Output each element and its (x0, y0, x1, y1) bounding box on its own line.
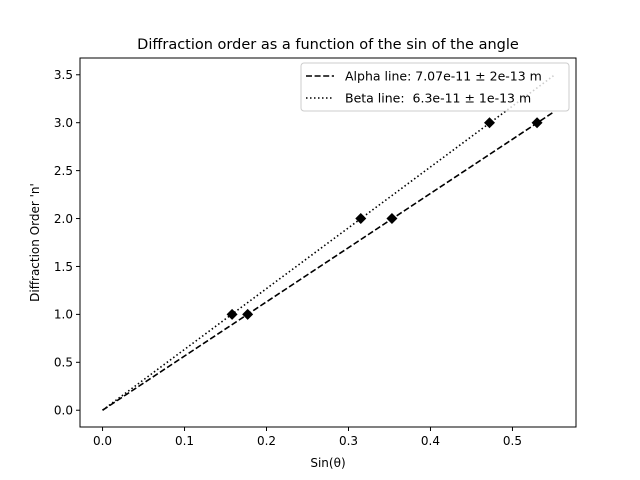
legend-entries: Alpha line: 7.07e-11 ± 2e-13 m Beta line:… (306, 69, 542, 106)
y-tick-label: 3.5 (54, 68, 73, 82)
data-point (531, 117, 543, 129)
x-axis-label: Sin(θ) (310, 456, 345, 470)
data-point (484, 117, 496, 129)
y-tick-label: 2.0 (54, 212, 73, 226)
legend: Alpha line: 7.07e-11 ± 2e-13 m Beta line:… (300, 62, 570, 112)
series-line-beta (102, 75, 554, 411)
series-line-alpha (102, 111, 554, 411)
y-tick-label: 3.0 (54, 116, 73, 130)
y-tick-label: 1.5 (54, 260, 73, 274)
x-tick-label: 0.1 (175, 434, 194, 448)
legend-label: Alpha line: 7.07e-11 ± 2e-13 m (345, 69, 542, 84)
legend-box (300, 62, 570, 112)
x-tick-label: 0.4 (421, 434, 440, 448)
y-axis-label: Diffraction Order 'n' (28, 183, 42, 302)
y-axis: 0.0 0.5 1.0 1.5 2.0 2.5 3.0 3.5 (54, 68, 80, 418)
x-tick-label: 0.0 (93, 434, 112, 448)
points-layer (226, 117, 543, 320)
y-tick-label: 0.5 (54, 356, 73, 370)
legend-label: Beta line: 6.3e-11 ± 1e-13 m (345, 91, 531, 106)
x-tick-label: 0.5 (503, 434, 522, 448)
data-point (226, 308, 238, 320)
x-axis: 0.0 0.1 0.2 0.3 0.4 0.5 (93, 427, 522, 448)
y-tick-label: 1.0 (54, 308, 73, 322)
y-tick-label: 0.0 (54, 404, 73, 418)
chart-title: Diffraction order as a function of the s… (137, 37, 519, 53)
x-tick-label: 0.2 (257, 434, 276, 448)
data-point (355, 213, 367, 225)
y-tick-label: 2.5 (54, 164, 73, 178)
data-point (242, 308, 254, 320)
x-tick-label: 0.3 (339, 434, 358, 448)
series-layer (102, 75, 554, 411)
plot-frame (79, 57, 577, 428)
plot-area (79, 57, 577, 428)
data-point (386, 213, 398, 225)
